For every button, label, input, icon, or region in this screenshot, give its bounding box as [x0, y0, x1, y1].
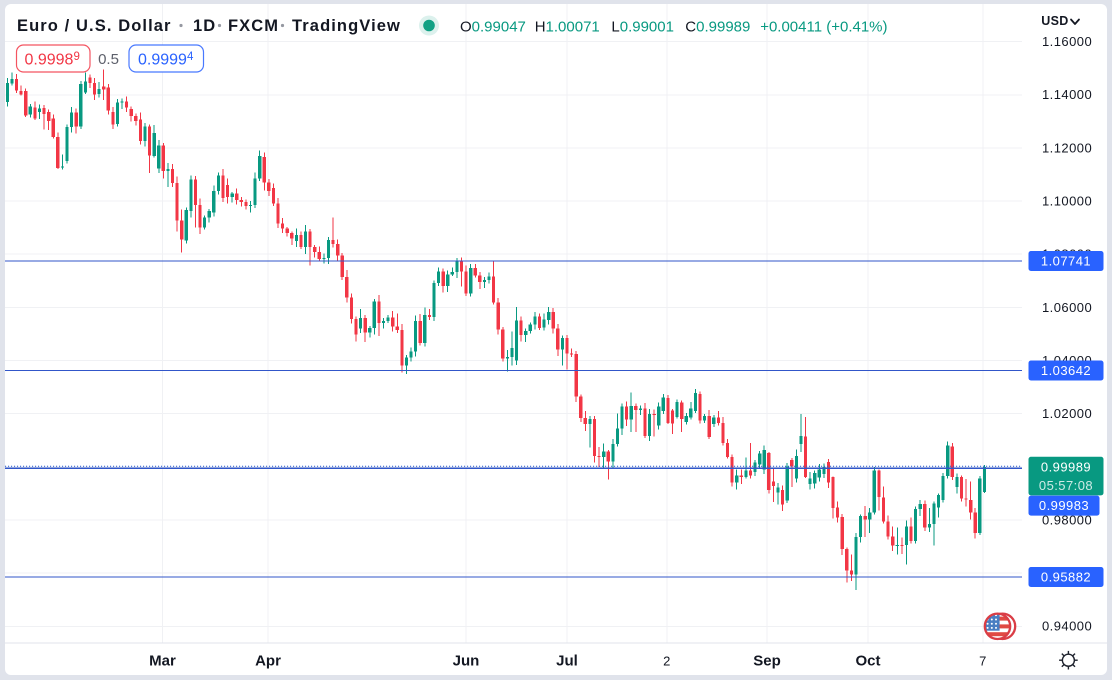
svg-text:0.99983: 0.99983: [1039, 498, 1089, 513]
svg-text:USD: USD: [1041, 14, 1068, 28]
svg-text:Mar: Mar: [149, 653, 176, 670]
svg-text:0.99989: 0.99989: [25, 51, 80, 69]
svg-text:7: 7: [979, 654, 987, 669]
svg-text:Sep: Sep: [753, 653, 781, 670]
svg-text:TradingView: TradingView: [292, 17, 401, 35]
svg-text:1.02000: 1.02000: [1042, 406, 1092, 421]
svg-text:0.99989: 0.99989: [1041, 460, 1091, 475]
svg-text:1.16000: 1.16000: [1042, 34, 1092, 49]
svg-text:Apr: Apr: [255, 653, 281, 670]
svg-text:0.95882: 0.95882: [1041, 569, 1091, 584]
svg-text:1D: 1D: [193, 17, 216, 35]
svg-text:1.03642: 1.03642: [1041, 363, 1091, 378]
svg-text:1.14000: 1.14000: [1042, 87, 1092, 102]
svg-text:2: 2: [663, 654, 671, 669]
svg-text:O0.99047: O0.99047: [460, 19, 526, 36]
svg-text:L0.99001: L0.99001: [611, 19, 674, 36]
svg-text:C0.99989: C0.99989: [685, 19, 750, 36]
svg-text:0.94000: 0.94000: [1042, 619, 1092, 634]
svg-text:0.5: 0.5: [98, 51, 119, 68]
svg-text:0.99994: 0.99994: [138, 51, 194, 69]
svg-text:Oct: Oct: [855, 653, 880, 670]
svg-text:1.06000: 1.06000: [1042, 300, 1092, 315]
svg-text:05:57:08: 05:57:08: [1039, 478, 1093, 493]
svg-text:0.98000: 0.98000: [1042, 512, 1092, 527]
svg-text:FXCM: FXCM: [228, 17, 279, 35]
svg-text:Jul: Jul: [556, 653, 578, 670]
svg-text:1.10000: 1.10000: [1042, 194, 1092, 209]
svg-text:Euro / U.S. Dollar: Euro / U.S. Dollar: [17, 17, 172, 35]
svg-text:Jun: Jun: [453, 653, 480, 670]
svg-text:H1.00071: H1.00071: [535, 19, 600, 36]
svg-text:1.12000: 1.12000: [1042, 140, 1092, 155]
svg-text:1.07741: 1.07741: [1041, 253, 1091, 268]
svg-text:+0.00411 (+0.41%): +0.00411 (+0.41%): [760, 19, 887, 36]
